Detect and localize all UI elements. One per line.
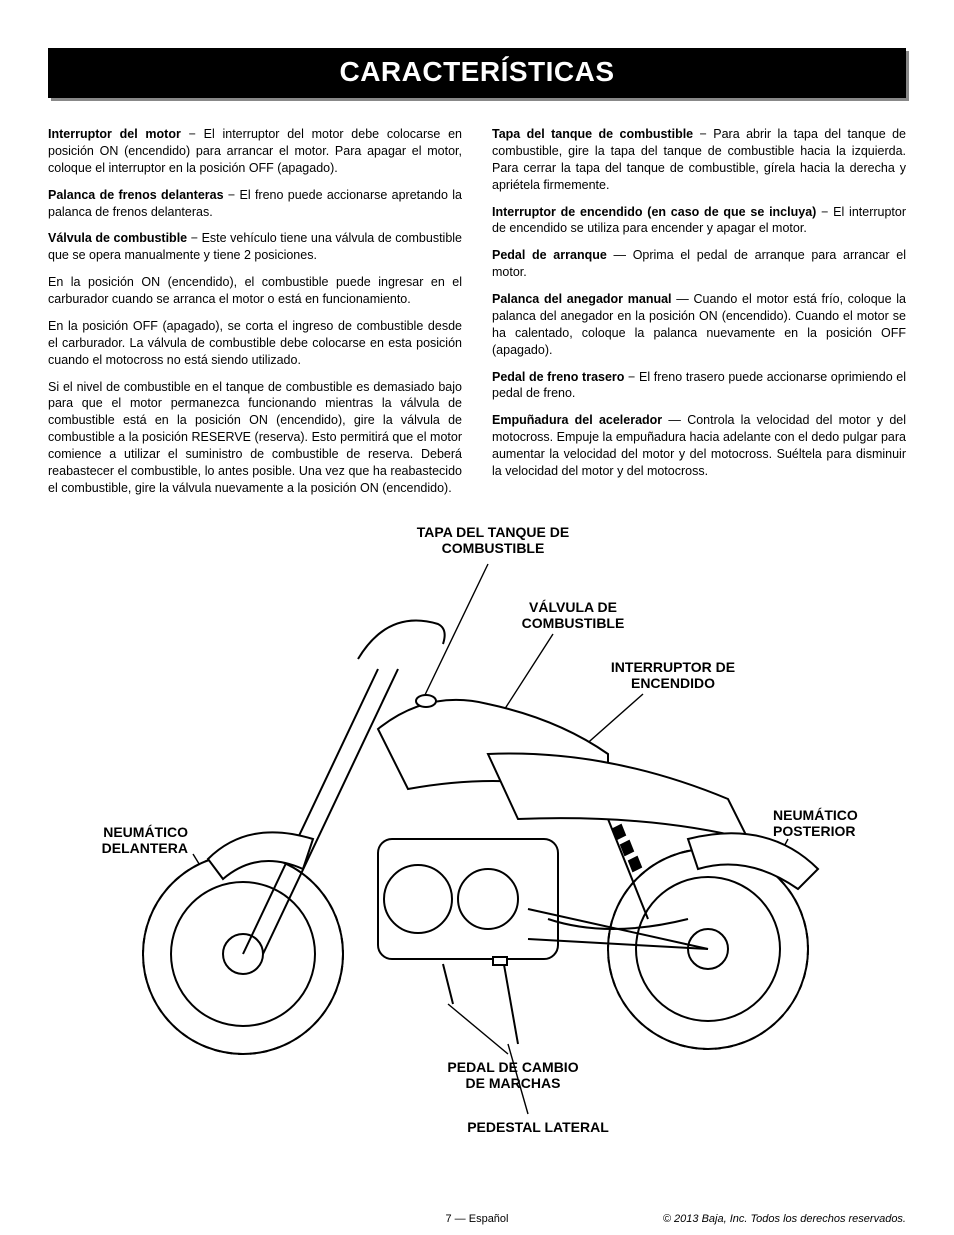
label-tapa-tanque: TAPA DEL TANQUE DECOMBUSTIBLE bbox=[408, 524, 578, 556]
right-column: Tapa del tanque de combustible − Para ab… bbox=[492, 126, 906, 507]
para: Si el nivel de combustible en el tanque … bbox=[48, 379, 462, 497]
para: Palanca de frenos delanteras − El freno … bbox=[48, 187, 462, 221]
label-neumatico-delantera: NEUMÁTICODELANTERA bbox=[58, 824, 188, 856]
label-pedestal-lateral: PEDESTAL LATERAL bbox=[448, 1119, 628, 1135]
label-pedal-cambio: PEDAL DE CAMBIODE MARCHAS bbox=[428, 1059, 598, 1091]
left-column: Interruptor del motor − El interruptor d… bbox=[48, 126, 462, 507]
para: Palanca del anegador manual — Cuando el … bbox=[492, 291, 906, 359]
page-number: 7 — Español bbox=[446, 1213, 509, 1225]
text-columns: Interruptor del motor − El interruptor d… bbox=[48, 126, 906, 507]
label-neumatico-posterior: NEUMÁTICOPOSTERIOR bbox=[773, 807, 903, 839]
diagram-area: TAPA DEL TANQUE DECOMBUSTIBLE VÁLVULA DE… bbox=[48, 519, 906, 1159]
page-title: CARACTERÍSTICAS bbox=[48, 48, 906, 98]
para: Interruptor de encendido (en caso de que… bbox=[492, 204, 906, 238]
para: En la posición OFF (apagado), se corta e… bbox=[48, 318, 462, 369]
para: Tapa del tanque de combustible − Para ab… bbox=[492, 126, 906, 194]
para: En la posición ON (encendido), el combus… bbox=[48, 274, 462, 308]
para: Válvula de combustible − Este vehículo t… bbox=[48, 230, 462, 264]
para: Pedal de freno trasero − El freno traser… bbox=[492, 369, 906, 403]
label-interruptor: INTERRUPTOR DEENCENDIDO bbox=[593, 659, 753, 691]
para: Pedal de arranque — Oprima el pedal de a… bbox=[492, 247, 906, 281]
copyright: © 2013 Baja, Inc. Todos los derechos res… bbox=[663, 1213, 906, 1225]
label-valvula: VÁLVULA DECOMBUSTIBLE bbox=[508, 599, 638, 631]
para: Interruptor del motor − El interruptor d… bbox=[48, 126, 462, 177]
para: Empuñadura del acelerador — Controla la … bbox=[492, 412, 906, 480]
